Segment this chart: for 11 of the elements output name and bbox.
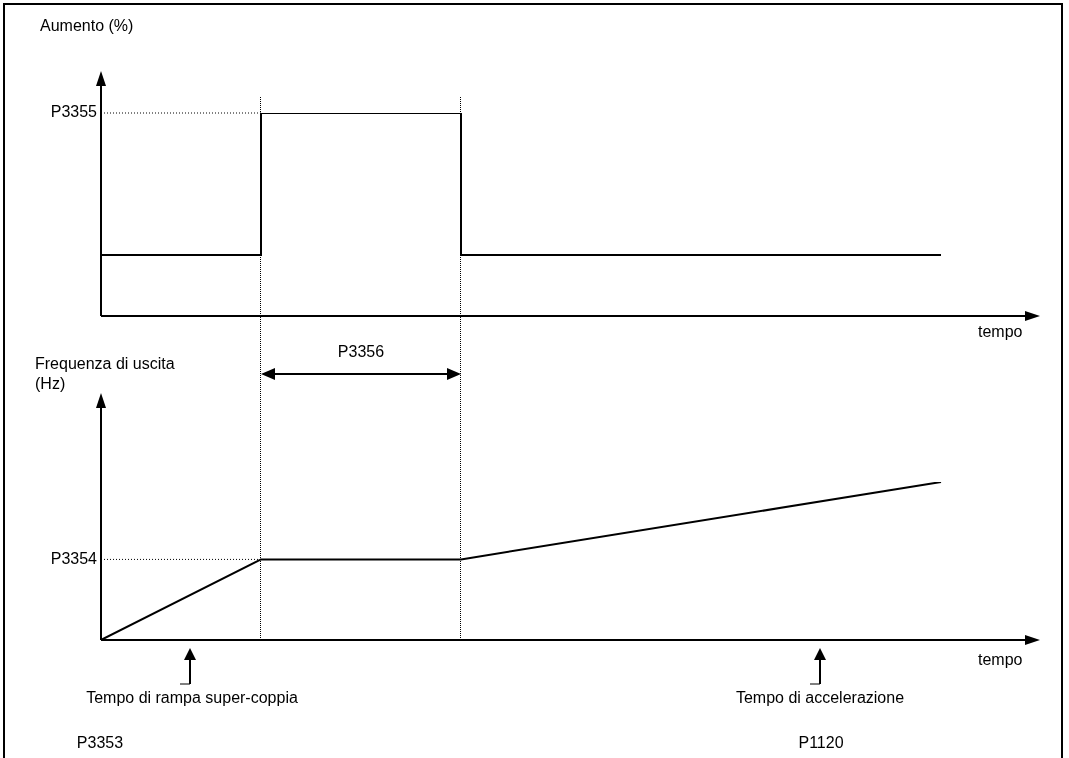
text: P3354: [50, 549, 98, 567]
y-axis-title: Aumento (%): [40, 16, 135, 36]
text: P3356: [337, 342, 385, 362]
x-axis-title: tempo: [978, 322, 1023, 342]
text: P1120: [798, 733, 844, 753]
text: P3353: [76, 733, 124, 753]
text: P3355: [50, 103, 98, 121]
text: Tempo di rampa super-coppia: [86, 688, 298, 708]
y-axis-title: Frequenza di uscita (Hz): [35, 354, 176, 394]
text: Tempo di accelerazione: [735, 688, 905, 708]
x-axis-title: tempo: [978, 650, 1023, 670]
